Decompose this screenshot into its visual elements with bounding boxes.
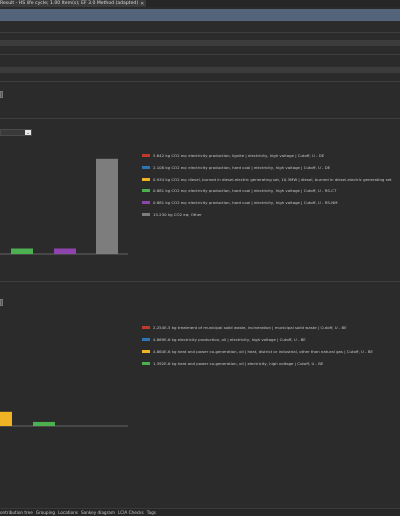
legend-swatch <box>142 325 150 329</box>
legend-swatch <box>142 361 150 365</box>
divider <box>0 54 400 55</box>
bar-4[interactable] <box>11 248 33 254</box>
contribution-chart-2 <box>0 322 130 428</box>
divider <box>0 281 400 282</box>
legend-item: 2.254E-5 kg treatment of municipal solid… <box>142 324 347 330</box>
bar-5[interactable] <box>54 248 76 254</box>
bottom-tab-bar: ontribution tree Grouping Locations Sank… <box>0 508 400 516</box>
bar-3[interactable] <box>0 411 12 426</box>
result-title-bar <box>0 9 400 21</box>
legend-swatch <box>142 177 150 181</box>
legend-item: 5.842 kg CO2 eq: electricity production,… <box>142 152 324 158</box>
chart-1-svg <box>0 158 128 255</box>
editor-tab-result[interactable]: Result - HS life cycle; 1.00 Item(s); EF… <box>0 0 147 7</box>
legend-swatch <box>142 349 150 353</box>
chart-1-legend: 5.842 kg CO2 eq: electricity production,… <box>142 150 400 222</box>
divider <box>0 118 400 119</box>
legend-swatch <box>142 200 150 204</box>
legend-item: 4.864E-6 kg heat and power co-generation… <box>142 348 373 354</box>
tab-locations[interactable]: Locations <box>58 510 78 515</box>
expand-toggle[interactable] <box>0 299 3 306</box>
legend-item: 4.869E-6 kg electricity production, oil … <box>142 336 306 342</box>
tab-lcia-checks[interactable]: LCIA Checks <box>117 510 144 515</box>
divider <box>0 81 400 82</box>
tab-sankey-diagram[interactable]: Sankey diagram <box>80 510 115 515</box>
section-header-bar <box>0 67 400 73</box>
section-header-bar <box>0 40 400 46</box>
legend-swatch <box>142 153 150 157</box>
legend-item: 0.934 kg CO2 eq: diesel, burned in diese… <box>142 176 392 182</box>
legend-item: 0.881 kg CO2 eq: electricity production,… <box>142 187 336 193</box>
legend-item: 15.230 kg CO2 eq: Other <box>142 211 202 217</box>
chart-2-legend: 2.254E-5 kg treatment of municipal solid… <box>142 322 400 370</box>
bar-6[interactable] <box>96 158 118 254</box>
tab-tags[interactable]: Tags <box>146 510 156 515</box>
bar-4[interactable] <box>33 421 55 426</box>
legend-item: 2.108 kg CO2 eq: electricity production,… <box>142 164 330 170</box>
legend-swatch <box>142 165 150 169</box>
chart-2-svg <box>0 411 128 427</box>
chevron-down-icon[interactable]: ⌄ <box>25 130 31 135</box>
editor-tab-title: Result - HS life cycle; 1.00 Item(s); EF… <box>0 1 139 6</box>
legend-swatch <box>142 212 150 216</box>
impact-category-select[interactable]: ⌄ <box>0 129 32 136</box>
editor-tab-strip: Result - HS life cycle; 1.00 Item(s); EF… <box>0 0 400 7</box>
legend-swatch <box>142 337 150 341</box>
legend-item: 1.392E-6 kg heat and power co-generation… <box>142 360 323 366</box>
tab-contribution-tree[interactable]: ontribution tree <box>0 510 33 515</box>
legend-item: 0.881 kg CO2 eq: electricity production,… <box>142 199 338 205</box>
divider <box>0 32 400 33</box>
close-tab-icon[interactable]: ✕ <box>140 0 145 7</box>
contribution-chart-1 <box>0 150 130 256</box>
tab-grouping[interactable]: Grouping <box>35 510 56 515</box>
expand-toggle[interactable] <box>0 91 3 98</box>
legend-swatch <box>142 188 150 192</box>
